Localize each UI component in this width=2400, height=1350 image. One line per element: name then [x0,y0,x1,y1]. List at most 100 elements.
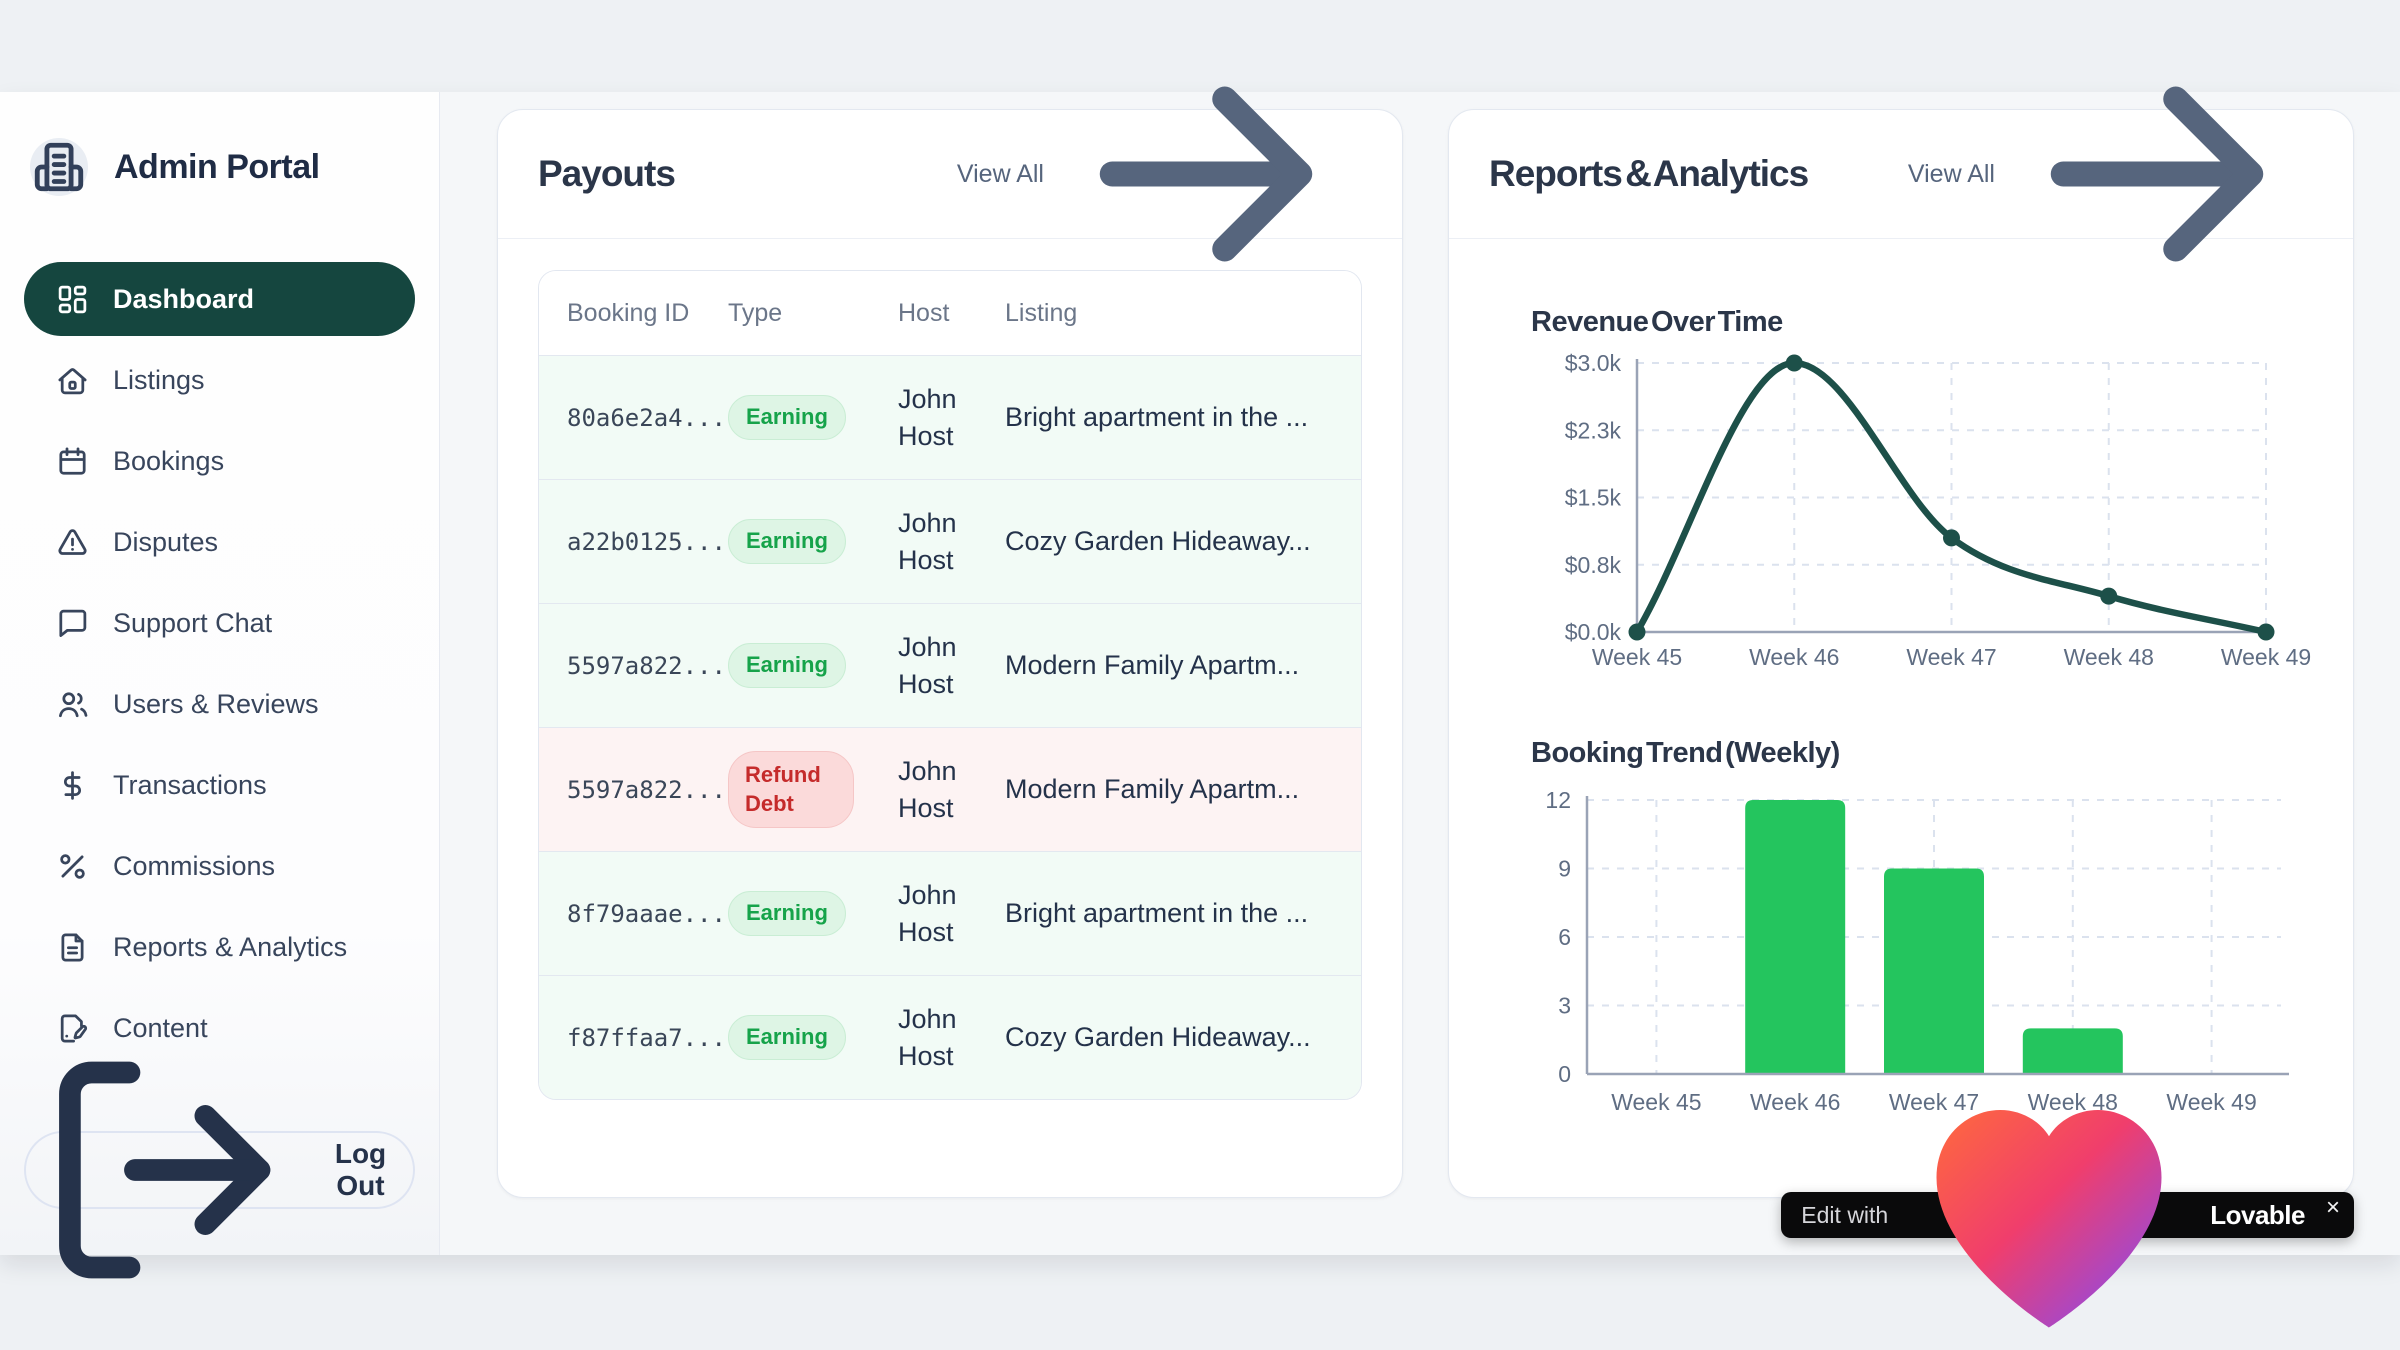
sidebar-item-label: Users & Reviews [113,688,319,719]
svg-text:Week 45: Week 45 [1592,644,1682,670]
payout-row: 8f79aaae... Earning John Host Bright apartm… [539,851,1361,975]
sidebar-item-bookings[interactable]: Bookings [24,424,415,498]
sidebar-item-dashboard[interactable]: Dashboard [24,262,415,336]
sidebar-item-commissions[interactable]: Commissions [24,829,415,903]
file-text-icon [56,931,89,964]
payout-row: 80a6e2a4... Earning John Host Bright apartm… [539,355,1361,479]
building-icon [30,138,88,196]
reports-view-all-button[interactable]: View All [1902,23,2313,325]
listing-name: Cozy Garden Hideaway... [1005,526,1311,557]
payouts-card-body: Booking ID Type Host Listing 80a6e2a4...… [498,239,1402,1197]
lovable-brand-label: Lovable [2210,1199,2305,1230]
listing-name: Modern Family Apartm... [1005,774,1300,805]
arrow-right-icon [2007,24,2307,324]
booking-id: 80a6e2a4... [567,403,726,432]
column-header-listing: Listing [1005,298,1078,327]
svg-text:Week 48: Week 48 [2064,644,2154,670]
booking-id: 5597a822... [567,651,726,680]
type-badge: Earning [728,891,846,936]
svg-text:$0.8k: $0.8k [1565,552,1622,578]
logout-button[interactable]: Log Out [24,1061,415,1279]
payouts-table-header: Booking ID Type Host Listing [539,271,1361,355]
sidebar-item-listings[interactable]: Listings [24,343,415,417]
logout-label: Log Out [334,1138,387,1201]
type-badge: Earning [728,643,846,688]
payouts-table: Booking ID Type Host Listing 80a6e2a4...… [538,270,1362,1100]
payout-row: f87ffaa7... Earning John Host Cozy Garden H… [539,975,1361,1099]
sidebar-item-content[interactable]: Content [24,991,415,1065]
booking-id: a22b0125... [567,527,726,556]
sidebar-nav: Dashboard Listings Bookings Disputes Support… [24,262,415,1065]
listing-name: Cozy Garden Hideaway... [1005,1022,1311,1053]
reports-card-body: Revenue Over Time $0.0k $0.8k $1.5k $2.3k $3… [1449,239,2353,1197]
sidebar-item-label: Reports & Analytics [113,931,348,962]
svg-text:Week 49: Week 49 [2221,644,2311,670]
listing-name: Bright apartment in the ... [1005,898,1309,929]
type-badge: Earning [728,395,846,440]
host-name: John Host [898,1004,957,1071]
sidebar-item-label: Disputes [113,526,219,557]
alert-triangle-icon [56,526,89,559]
reports-title: Reports & Analytics [1489,153,1809,194]
type-badge: Earning [728,519,846,564]
listing-name: Modern Family Apartm... [1005,650,1300,681]
svg-text:Week 46: Week 46 [1750,1089,1840,1115]
lovable-badge[interactable]: Edit with Lovable × [1781,1110,2354,1328]
sidebar-item-transactions[interactable]: Transactions [24,748,415,822]
sidebar-item-label: Bookings [113,445,225,476]
payout-row: 5597a822... Earning John Host Modern Family… [539,603,1361,727]
svg-text:Week 49: Week 49 [2166,1089,2256,1115]
heart-icon [1899,1065,2199,1350]
users-icon [56,688,89,721]
host-name: John Host [898,632,957,699]
payout-row: a22b0125... Earning John Host Cozy Garden H… [539,479,1361,603]
brand-title: Admin Portal [114,147,320,186]
sidebar-item-label: Content [113,1012,208,1043]
dollar-sign-icon [56,769,89,802]
svg-text:Week 45: Week 45 [1611,1089,1701,1115]
brand-logo [30,138,88,196]
svg-text:12: 12 [1545,787,1571,813]
type-badge: Refund Debt [728,750,854,829]
payouts-view-all-button[interactable]: View All [951,23,1362,325]
svg-text:0: 0 [1558,1061,1571,1087]
payouts-card-header: Payouts View All [498,86,1402,262]
payout-row: 5597a822... Refund Debt John Host Modern Fa… [539,727,1361,851]
reports-card-header: Reports & Analytics View All [1449,86,2353,262]
svg-text:$2.3k: $2.3k [1565,417,1622,443]
svg-text:$3.0k: $3.0k [1565,350,1622,376]
sidebar-item-label: Dashboard [113,283,255,314]
booking-id: 5597a822... [567,775,726,804]
booking-id: f87ffaa7... [567,1023,726,1052]
sidebar: Admin Portal Dashboard Listings Bookings Di… [0,92,440,1279]
home-icon [56,364,89,397]
lovable-prefix-label: Edit with [1801,1201,1889,1228]
sidebar-item-users-reviews[interactable]: Users & Reviews [24,667,415,741]
reports-card: Reports & Analytics View All Revenue Ove… [1448,86,2354,1198]
sidebar-item-label: Listings [113,364,205,395]
revenue-chart-title: Revenue Over Time [1531,306,1783,338]
app-window: Admin Portal Dashboard Listings Bookings Di… [0,86,2400,1279]
calendar-icon [56,445,89,478]
svg-text:6: 6 [1558,924,1571,950]
svg-text:$0.0k: $0.0k [1565,619,1622,645]
host-name: John Host [898,384,957,451]
percent-icon [56,850,89,883]
dashboard-icon [56,283,89,316]
message-square-icon [56,607,89,640]
close-icon[interactable]: × [2325,1194,2340,1221]
svg-text:$1.5k: $1.5k [1565,485,1622,511]
sidebar-item-reports-analytics[interactable]: Reports & Analytics [24,910,415,984]
revenue-line-chart: $0.0k $0.8k $1.5k $2.3k $3.0k Week 45 Week 46 W… [1565,350,2311,670]
payouts-card: Payouts View All Booking ID Type Host Li… [497,86,1403,1198]
host-name: John Host [898,508,957,575]
booking-id: 8f79aaae... [567,899,726,928]
sidebar-item-label: Transactions [113,769,267,800]
view-all-label: View All [1907,159,1995,188]
sidebar-item-support-chat[interactable]: Support Chat [24,586,415,660]
file-pen-icon [56,1012,89,1045]
sidebar-item-disputes[interactable]: Disputes [24,505,415,579]
payouts-title: Payouts [538,153,676,194]
